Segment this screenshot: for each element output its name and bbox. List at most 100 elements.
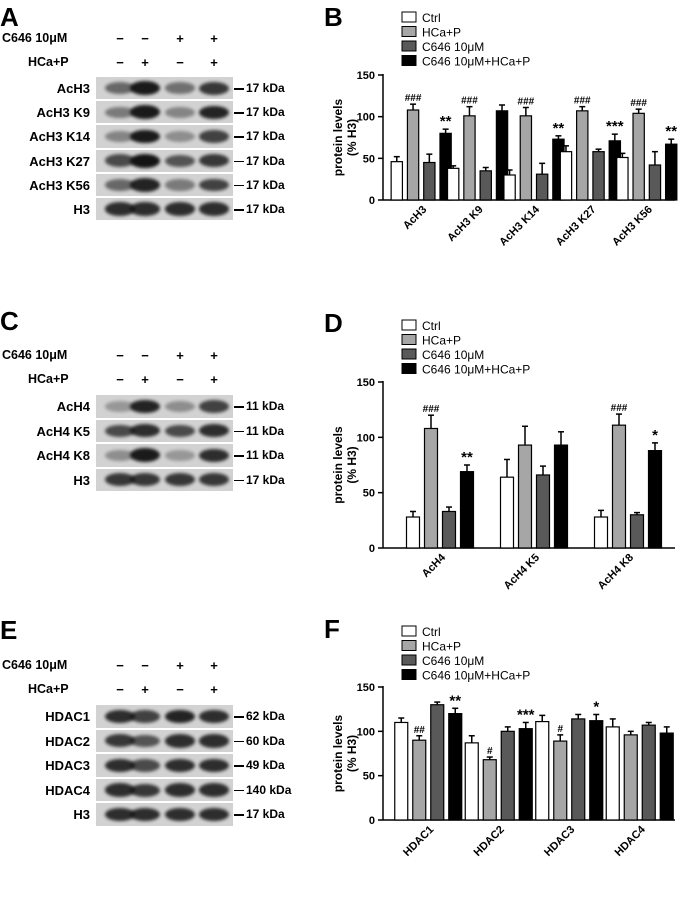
x-tick-label: HDAC4 xyxy=(613,823,649,859)
significance-marker: * xyxy=(593,698,599,715)
blot-strip xyxy=(96,101,233,124)
panel-letter-d: D xyxy=(324,308,343,338)
y-tick-label: 50 xyxy=(363,771,375,783)
significance-marker: ** xyxy=(440,113,452,130)
molecular-weight-marker: 11 kDa xyxy=(234,399,284,413)
x-tick-label: AcH4 K8 xyxy=(596,552,636,592)
legend-entry: HCa+P xyxy=(422,640,461,654)
bar xyxy=(423,161,436,201)
protein-band xyxy=(165,808,195,822)
legend-swatch xyxy=(401,40,417,52)
molecular-weight-marker: 17 kDa xyxy=(234,129,285,143)
protein-band xyxy=(105,424,135,437)
y-axis-label: protein levels(% H3) xyxy=(331,99,359,177)
protein-band xyxy=(165,82,195,94)
protein-band xyxy=(199,81,229,95)
bar xyxy=(394,721,409,821)
y-tick-label: 150 xyxy=(357,682,375,694)
bar xyxy=(535,173,549,201)
legend-entry: C646 10μM xyxy=(422,40,484,54)
bar xyxy=(406,109,420,201)
bar xyxy=(412,739,427,821)
treatment-sign: + xyxy=(141,682,149,697)
treatment-sign: + xyxy=(210,682,218,697)
molecular-weight-marker: 17 kDa xyxy=(234,202,285,216)
y-tick-label: 0 xyxy=(369,815,375,827)
protein-band xyxy=(130,202,160,216)
y-tick-label: 50 xyxy=(363,488,375,500)
protein-band xyxy=(199,154,229,168)
protein-band xyxy=(130,734,160,748)
blot-row-label: HDAC2 xyxy=(45,733,90,749)
condition-label-c646: C646 10μM xyxy=(2,31,68,45)
bar xyxy=(446,167,460,201)
protein-band xyxy=(105,401,135,412)
significance-marker: *** xyxy=(517,706,535,723)
bar xyxy=(423,427,439,549)
protein-band xyxy=(130,129,160,144)
molecular-weight-marker: 49 kDa xyxy=(234,758,285,772)
condition-label-hcap: HCa+P xyxy=(28,682,69,696)
bar xyxy=(605,726,620,821)
treatment-sign: + xyxy=(176,658,184,673)
molecular-weight-marker: 140 kDa xyxy=(234,783,291,797)
molecular-weight-marker: 11 kDa xyxy=(234,448,284,462)
significance-marker: ### xyxy=(518,97,535,108)
protein-band xyxy=(199,808,229,822)
protein-band xyxy=(130,399,160,413)
protein-band xyxy=(105,154,135,167)
protein-band xyxy=(165,424,195,437)
bar xyxy=(405,516,421,549)
treatment-sign: − xyxy=(141,658,149,673)
bar xyxy=(517,444,533,549)
protein-band xyxy=(199,709,229,723)
bar xyxy=(495,110,509,201)
molecular-weight-marker: 17 kDa xyxy=(234,473,285,487)
x-tick-label: HDAC1 xyxy=(401,824,436,859)
panel-letter-f: F xyxy=(324,614,340,644)
y-tick-label: 100 xyxy=(357,726,375,738)
legend-swatch xyxy=(401,654,417,666)
molecular-weight-marker: 17 kDa xyxy=(234,81,285,95)
treatment-sign: − xyxy=(116,31,124,46)
blot-row-label: AcH4 K5 xyxy=(36,423,90,439)
blot-row-label: H3 xyxy=(73,472,90,488)
bar xyxy=(571,718,586,821)
bar xyxy=(430,704,445,821)
panel-letter-e: E xyxy=(0,615,18,645)
blot-row-label: H3 xyxy=(73,202,90,217)
y-tick-label: 100 xyxy=(357,432,375,444)
blot-strip xyxy=(96,149,233,172)
blot-row-label: AcH3 xyxy=(56,81,90,96)
bar xyxy=(553,444,569,549)
legend-entry: HCa+P xyxy=(422,26,461,40)
y-tick-label: 100 xyxy=(357,112,375,124)
bar xyxy=(592,151,605,201)
treatment-sign: − xyxy=(176,372,184,387)
y-tick-label: 0 xyxy=(369,543,375,555)
protein-band xyxy=(130,783,160,797)
x-tick-label: AcH3 K56 xyxy=(610,204,655,249)
legend-entry: C646 10μM xyxy=(422,348,484,362)
significance-marker: ## xyxy=(414,725,426,736)
protein-band xyxy=(199,424,229,438)
legend-swatch xyxy=(401,11,417,23)
protein-band xyxy=(199,448,229,462)
protein-band xyxy=(199,734,229,748)
bar xyxy=(616,156,629,201)
protein-band xyxy=(199,399,229,413)
significance-marker: ### xyxy=(405,93,422,104)
legend-swatch xyxy=(401,640,417,651)
blot-strip xyxy=(96,444,233,467)
bar xyxy=(623,734,638,821)
y-tick-label: 150 xyxy=(357,377,375,389)
protein-band xyxy=(199,473,229,487)
protein-band xyxy=(165,450,195,461)
blot-strip xyxy=(96,173,233,196)
legend-entry: C646 10μM xyxy=(422,654,484,668)
bar xyxy=(632,112,645,201)
blot-strip xyxy=(96,729,233,753)
y-tick-label: 150 xyxy=(357,70,375,82)
legend-swatch xyxy=(401,334,417,345)
